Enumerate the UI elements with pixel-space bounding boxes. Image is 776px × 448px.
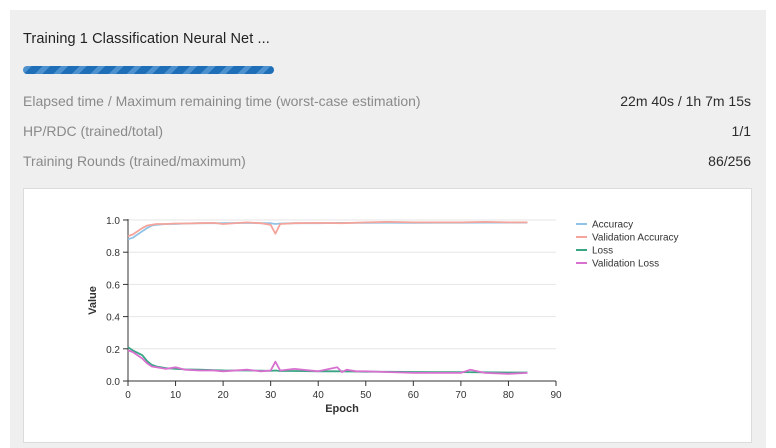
stat-value: 86/256 [708,153,751,169]
stat-value: 1/1 [731,123,751,139]
x-tick-label: 80 [503,390,515,401]
legend-label: Loss [592,246,613,257]
x-tick-label: 20 [218,390,230,401]
stat-value: 22m 40s / 1h 7m 15s [620,93,751,109]
x-tick-label: 60 [408,390,420,401]
job-title: Training 1 Classification Neural Net ... [23,31,270,47]
y-tick-label: 0.4 [106,313,120,324]
stat-label: Elapsed time / Maximum remaining time (w… [23,93,421,109]
training-progress-bar [23,66,274,74]
series-line-validation-accuracy [127,221,528,237]
x-axis-label: Epoch [325,403,359,415]
series-line-validation-loss [127,349,528,375]
series-line-accuracy [127,221,528,241]
y-tick-label: 0.8 [106,248,120,259]
legend-label: Validation Loss [592,259,659,270]
x-tick-label: 10 [170,390,182,401]
y-tick-label: 1.0 [106,216,120,227]
x-tick-label: 70 [455,390,467,401]
y-tick-label: 0.2 [106,345,120,356]
stat-label: Training Rounds (trained/maximum) [23,153,246,169]
x-tick-label: 0 [125,390,131,401]
x-tick-label: 40 [313,390,325,401]
stat-label: HP/RDC (trained/total) [23,123,164,139]
line-chart: 0.0 0.2 0.4 0.6 0.8 1.0 0 10 20 30 40 50 60 70 80 90 Epo… [87,216,679,415]
legend-label: Validation Accuracy [592,233,679,244]
x-tick-label: 90 [550,390,562,401]
x-tick-label: 30 [265,390,277,401]
training-job-panel: Training 1 Classification Neural Net ...… [10,10,766,448]
x-tick-label: 50 [360,390,372,401]
y-tick-label: 0.6 [106,280,120,291]
training-metrics-chart: 0.0 0.2 0.4 0.6 0.8 1.0 0 10 20 30 40 50 60 70 80 90 Epo… [23,188,752,443]
y-axis-label: Value [87,286,99,315]
legend-label: Accuracy [592,220,633,231]
y-tick-label: 0.0 [106,377,120,388]
